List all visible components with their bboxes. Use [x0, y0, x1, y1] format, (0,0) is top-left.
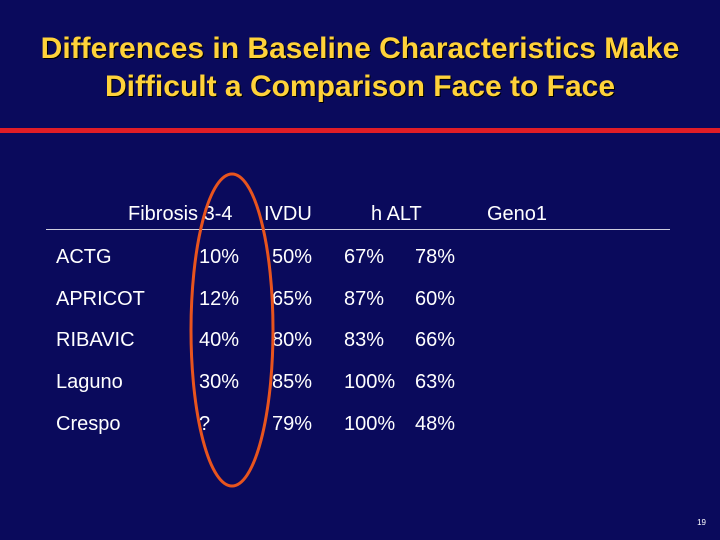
cell-h-alt: 83% — [344, 329, 385, 351]
title-line-1: Differences in Baseline Characteristics … — [40, 32, 680, 65]
cell-geno1: 60% — [415, 288, 456, 310]
header-ivdu: IVDU — [264, 203, 312, 225]
header-h-alt: h ALT — [371, 203, 422, 225]
cell-fibrosis: 10% — [199, 246, 240, 268]
row-name-ribavic: RIBAVIC — [56, 329, 135, 351]
row-name-crespo: Crespo — [56, 413, 121, 435]
header-geno1: Geno1 — [487, 203, 548, 225]
cell-ivdu: 65% — [272, 288, 313, 310]
cell-fibrosis: ? — [199, 413, 211, 435]
header-divider — [46, 229, 670, 230]
cell-h-alt: 100% — [344, 413, 396, 435]
highlight-ellipse — [189, 172, 275, 488]
title-line-2: Difficult a Comparison Face to Face — [104, 70, 616, 103]
cell-h-alt: 100% — [344, 371, 396, 393]
cell-h-alt: 67% — [344, 246, 385, 268]
cell-ivdu: 50% — [272, 246, 313, 268]
slide-title: Differences in Baseline Characteristics … — [0, 30, 720, 106]
cell-geno1: 63% — [415, 371, 456, 393]
cell-fibrosis: 40% — [199, 329, 240, 351]
cell-fibrosis: 30% — [199, 371, 240, 393]
cell-ivdu: 85% — [272, 371, 313, 393]
row-name-actg: ACTG — [56, 246, 112, 268]
cell-geno1: 78% — [415, 246, 456, 268]
title-divider — [0, 128, 720, 133]
cell-ivdu: 80% — [272, 329, 313, 351]
cell-ivdu: 79% — [272, 413, 313, 435]
row-name-apricot: APRICOT — [56, 288, 145, 310]
cell-geno1: 48% — [415, 413, 456, 435]
row-name-laguno: Laguno — [56, 371, 123, 393]
cell-fibrosis: 12% — [199, 288, 240, 310]
page-number: 19 — [697, 518, 706, 527]
cell-geno1: 66% — [415, 329, 456, 351]
cell-h-alt: 87% — [344, 288, 385, 310]
